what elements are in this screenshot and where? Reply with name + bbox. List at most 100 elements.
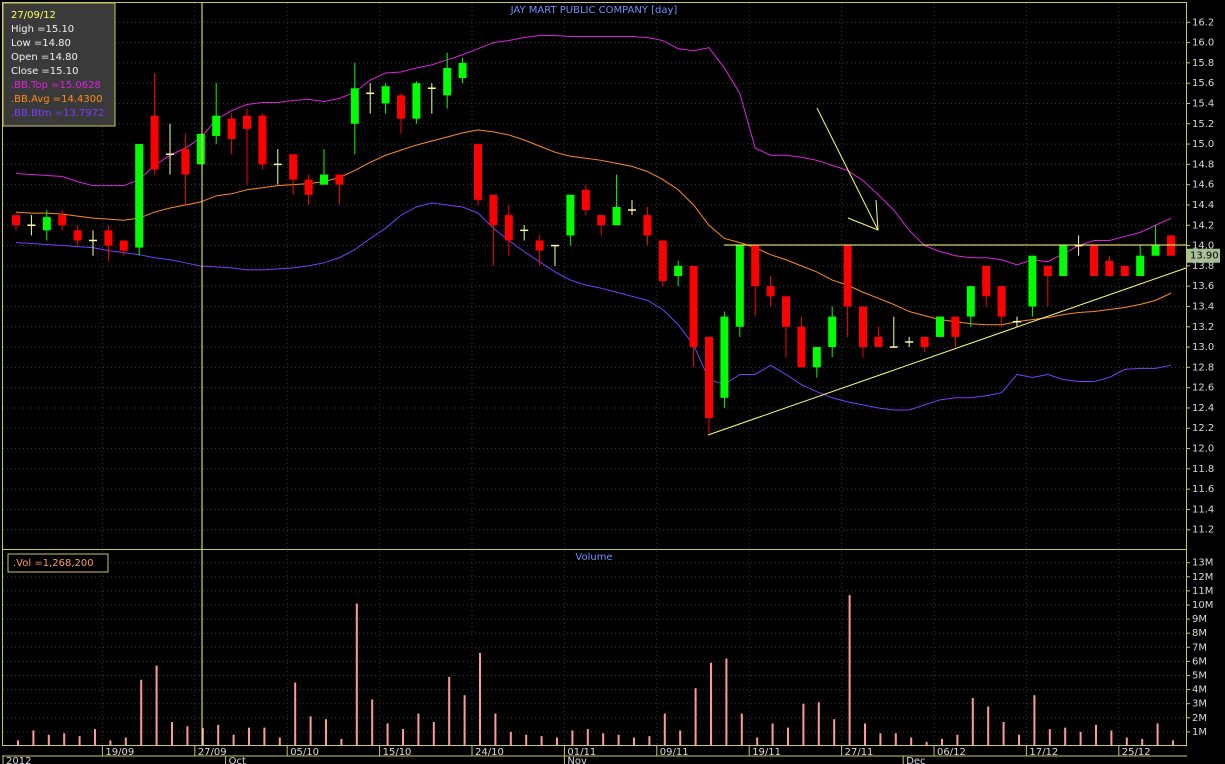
chart-title: JAY MART PUBLIC COMPANY [day]: [510, 5, 678, 16]
plot: [12, 34, 1175, 746]
candle-body: [1167, 235, 1175, 256]
volume-bar: [771, 723, 774, 746]
y-tick-label: 11.6: [1192, 484, 1214, 495]
y-tick-label: 13.0: [1192, 342, 1214, 353]
volume-bar: [248, 727, 250, 746]
volume-bar: [525, 734, 528, 746]
y-tick-label: 14.8: [1192, 159, 1214, 170]
y-tick-label: 13.6: [1192, 281, 1214, 292]
volume-bar: [386, 723, 389, 746]
candle-body: [705, 336, 713, 419]
candle-body: [597, 215, 606, 226]
y-tick-label: 3M: [1192, 699, 1207, 710]
y-tick-label: 1M: [1192, 727, 1207, 738]
volume-bar: [278, 737, 281, 746]
candle-body: [243, 115, 251, 129]
volume-bar: [864, 723, 866, 746]
y-tick-label: 13.4: [1192, 301, 1214, 312]
volume-bar: [140, 679, 143, 746]
month-label: Nov: [567, 756, 587, 764]
candle-body: [458, 62, 467, 79]
y-tick-label: 12M: [1192, 572, 1213, 583]
candle-body: [73, 230, 82, 241]
x-tick-label: 24/10: [475, 747, 504, 758]
y-tick-label: 15.6: [1192, 78, 1214, 89]
x-tick-label: 09/11: [660, 747, 689, 758]
y-tick-label: 11M: [1192, 586, 1213, 597]
volume-bar: [1079, 731, 1082, 746]
y-tick-label: 14.0: [1192, 241, 1214, 252]
candle-body: [119, 240, 128, 251]
candle-body: [735, 245, 744, 327]
candle-body: [1120, 265, 1129, 277]
y-tick-label: 15.8: [1192, 58, 1214, 69]
volume-bar: [294, 682, 297, 746]
candle-body: [181, 149, 190, 175]
y-tick-label: 11.8: [1192, 464, 1214, 475]
info-box: 27/09/12 High =15.10 Low =14.80 Open =14…: [2, 2, 116, 127]
y-tick-label: 12.2: [1192, 423, 1214, 434]
volume-box-frame: [7, 553, 109, 573]
volume-bar: [971, 698, 974, 746]
annotations: [201, 3, 1187, 746]
volume-bar: [956, 734, 959, 746]
y-tick-label: 4M: [1192, 685, 1207, 696]
candle-body: [997, 286, 1006, 317]
volume-bar: [402, 729, 404, 746]
volume-bar: [355, 603, 358, 746]
candle-body: [335, 174, 344, 185]
candle-body: [720, 316, 729, 398]
volume-bar: [1064, 727, 1067, 746]
volume-bar: [540, 736, 543, 746]
volume-bar: [417, 713, 420, 746]
candle-body: [936, 316, 944, 337]
volume-bar: [633, 737, 635, 746]
candle-body: [12, 215, 20, 226]
x-tick-label: 06/12: [937, 747, 966, 758]
info-line: .BB.Top =15.0628: [11, 80, 101, 91]
candle-body: [289, 154, 298, 180]
candle-body: [966, 286, 975, 317]
candle-body: [474, 144, 482, 200]
candle-body: [982, 265, 991, 297]
arrow-shaft: [816, 107, 879, 231]
volume-bar: [833, 719, 836, 746]
volume-bar: [787, 727, 789, 746]
volume-bar: [879, 733, 882, 746]
volume-bar: [340, 738, 343, 746]
y-tick-label: 2M: [1192, 713, 1207, 724]
candle-body: [412, 83, 421, 119]
frame: [2, 2, 1187, 746]
volume-bar: [679, 730, 682, 746]
x-tick-label: 19/11: [752, 747, 781, 758]
volume-bar: [263, 727, 266, 746]
y-tick-label: 15.0: [1192, 139, 1214, 150]
candle-body: [504, 215, 513, 241]
x-tick-label: 25/12: [1122, 747, 1151, 758]
candle-body: [674, 265, 683, 277]
candle-body: [689, 265, 698, 348]
volume-bar: [448, 676, 451, 746]
candle-body: [797, 326, 806, 368]
y-tick-label: 9M: [1192, 614, 1207, 625]
y-tick-label: 12.4: [1192, 403, 1214, 414]
y-tick-label: 11.2: [1192, 525, 1214, 536]
candle-body: [612, 206, 621, 226]
y-tick-label: 12.6: [1192, 383, 1214, 394]
y-tick-label: 11.4: [1192, 504, 1214, 515]
volume-bar: [987, 706, 990, 746]
volume-bar: [32, 730, 35, 746]
candle-body: [58, 215, 67, 226]
volume-bar: [432, 722, 435, 746]
candle-body: [1136, 255, 1145, 277]
last-price-box: [1187, 248, 1220, 263]
volume-bar: [217, 724, 220, 746]
y-tick-label: 12.0: [1192, 444, 1214, 455]
month-label: Dec: [906, 756, 925, 764]
volume-bar: [817, 702, 820, 746]
volume-bar: [648, 736, 651, 746]
y-tick-label: 14.2: [1192, 220, 1214, 231]
arrow-head: [847, 199, 879, 231]
candle-body: [1043, 265, 1052, 277]
